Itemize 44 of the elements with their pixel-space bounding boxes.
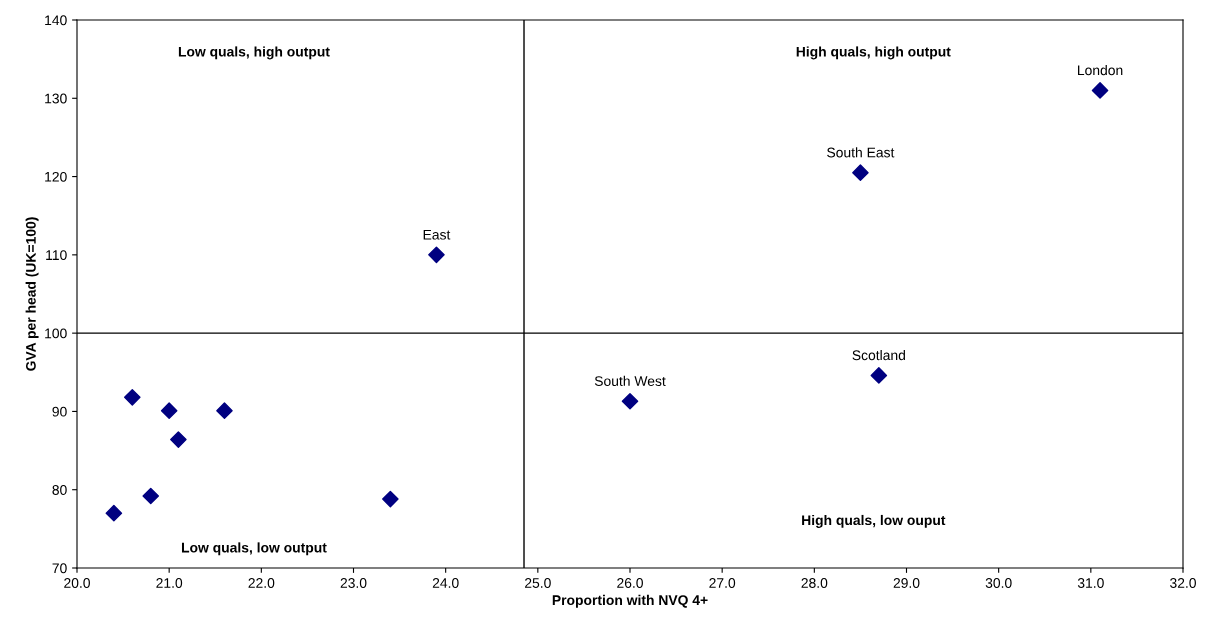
point — [123, 389, 141, 406]
annotation: High quals, low ouput — [802, 514, 946, 528]
y-axis-title: GVA per head (UK=100) — [25, 217, 39, 371]
point — [142, 487, 160, 505]
y-tick-label: 80 — [52, 485, 67, 495]
annotation: Low quals, high output — [178, 46, 330, 60]
x-tick-label: 23.0 — [340, 578, 367, 588]
point — [382, 490, 399, 508]
x-tick-label: 30.0 — [985, 578, 1012, 588]
point — [160, 402, 178, 419]
annotation: Scotland — [852, 349, 905, 361]
annotation: South East — [827, 147, 895, 158]
point — [621, 392, 639, 410]
point — [852, 164, 869, 181]
y-tick-label: 140 — [45, 15, 67, 26]
point — [1091, 82, 1109, 99]
x-tick-label: 32.0 — [1170, 578, 1196, 588]
y-tick-label: 90 — [52, 406, 67, 417]
point — [216, 402, 233, 419]
x-tick-label: 29.0 — [893, 578, 920, 588]
y-tick-label: 130 — [45, 93, 67, 104]
y-tick-label: 70 — [52, 563, 67, 574]
x-tick-label: 28.0 — [801, 578, 828, 588]
point — [105, 504, 123, 522]
annotation: Low quals, low output — [181, 542, 327, 556]
x-tick-label: 21.0 — [156, 578, 183, 588]
x-tick-label: 25.0 — [525, 578, 551, 588]
annotation: London — [1078, 65, 1123, 76]
x-axis-title: Proportion with NVQ 4+ — [552, 594, 708, 608]
x-tick-label: 20.0 — [64, 578, 90, 588]
annotation: South West — [594, 375, 666, 387]
x-tick-label: 27.0 — [709, 578, 736, 588]
y-tick-label: 110 — [46, 250, 67, 261]
x-tick-label: 22.0 — [248, 578, 275, 588]
y-tick-label: 120 — [45, 171, 67, 182]
x-tick-label: 31.0 — [1077, 578, 1104, 588]
y-tick-label: 100 — [45, 328, 67, 339]
annotation: High quals, high output — [796, 46, 951, 60]
x-tick-label: 24.0 — [432, 578, 459, 588]
x-tick-label: 26.0 — [617, 578, 643, 588]
point — [428, 246, 445, 264]
point — [170, 431, 187, 448]
point — [870, 367, 888, 384]
annotation: East — [423, 229, 451, 240]
